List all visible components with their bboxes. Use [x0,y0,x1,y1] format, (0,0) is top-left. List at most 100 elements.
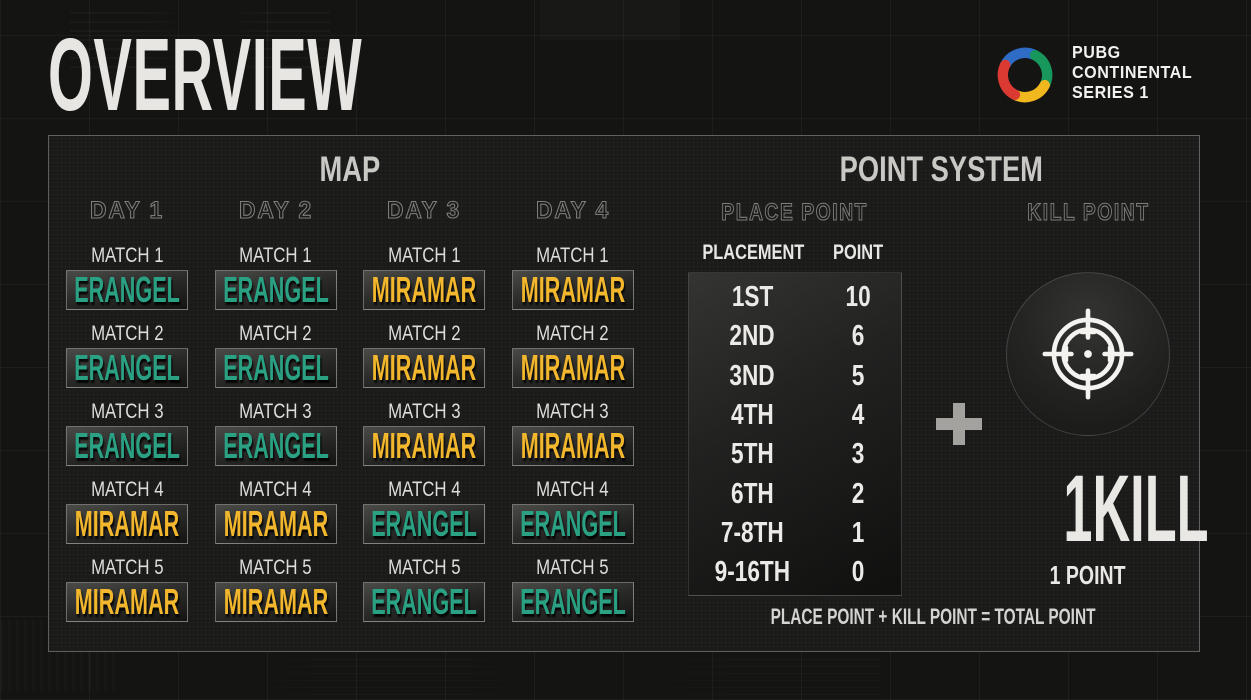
map-days-grid: DAY 1 MATCH 1 ERANGEL MATCH 2 ERANGEL MA… [53,196,648,634]
point-cell: 0 [852,556,865,589]
placement-cell: 3ND [729,359,776,392]
day-label: DAY 2 [238,196,313,224]
match-entry: MATCH 5 ERANGEL [499,556,648,622]
map-badge: ERANGEL [511,503,634,544]
match-label: MATCH 2 [536,322,610,345]
match-entry: MATCH 3 ERANGEL [202,400,351,466]
match-entry: MATCH 4 ERANGEL [350,478,499,544]
map-name: MIRAMAR [372,425,477,466]
map-name: MIRAMAR [520,425,625,466]
map-name: MIRAMAR [372,347,477,388]
glitch-texture [540,0,680,40]
map-badge: ERANGEL [66,269,189,310]
logo-line: CONTINENTAL [1072,62,1193,82]
match-entry: MATCH 4 MIRAMAR [202,478,351,544]
match-entry: MATCH 1 ERANGEL [202,244,351,310]
match-label: MATCH 3 [388,400,461,423]
point-cell: 5 [852,359,865,392]
map-name: ERANGEL [222,425,329,466]
match-label: MATCH 1 [239,244,313,267]
kill-count-label: 1KILL [1063,456,1209,562]
placement-cell: 6TH [731,477,774,510]
main-panel [48,135,1200,652]
match-entry: MATCH 4 MIRAMAR [53,478,202,544]
match-entry: MATCH 3 MIRAMAR [350,400,499,466]
place-point-row: 2ND 6 [689,317,901,356]
match-label: MATCH 1 [388,244,461,267]
map-name: MIRAMAR [520,347,625,388]
match-entry: MATCH 4 ERANGEL [499,478,648,544]
placement-cell: 9-16TH [714,556,791,589]
place-point-row: 5TH 3 [689,435,901,474]
match-label: MATCH 2 [239,322,313,345]
place-point-table: 1ST 10 2ND 6 3ND 5 4TH 4 5TH 3 6TH 2 7-8… [688,272,902,596]
day-column: DAY 2 MATCH 1 ERANGEL MATCH 2 ERANGEL MA… [202,196,351,634]
match-entry: MATCH 1 MIRAMAR [499,244,648,310]
page-title: OVERVIEW [48,17,363,132]
map-name: ERANGEL [371,581,478,622]
point-cell: 3 [852,438,865,471]
map-badge: MIRAMAR [363,347,486,388]
day-column: DAY 1 MATCH 1 ERANGEL MATCH 2 ERANGEL MA… [53,196,202,634]
map-badge: ERANGEL [214,347,337,388]
place-point-column-headers: PLACEMENT POINT [688,241,902,267]
map-name: ERANGEL [74,347,181,388]
map-badge: ERANGEL [66,425,189,466]
match-entry: MATCH 2 MIRAMAR [499,322,648,388]
kill-point-value-label: 1 POINT [1050,560,1126,590]
match-label: MATCH 5 [388,556,461,579]
match-label: MATCH 3 [239,400,313,423]
match-label: MATCH 3 [91,400,164,423]
map-name: MIRAMAR [520,269,625,310]
match-entry: MATCH 5 ERANGEL [350,556,499,622]
place-point-row: 1ST 10 [689,278,901,317]
map-name: ERANGEL [222,269,329,310]
match-label: MATCH 5 [91,556,164,579]
point-column-header: POINT [832,241,884,264]
placement-column-header: PLACEMENT [702,241,805,264]
map-badge: MIRAMAR [511,425,634,466]
map-badge: ERANGEL [511,582,634,622]
match-entry: MATCH 5 MIRAMAR [202,556,351,622]
map-badge: MIRAMAR [66,581,189,622]
map-section-title: MAP [319,150,381,189]
point-system-title: POINT SYSTEM [839,150,1043,189]
pcs-logo-text: PUBG CONTINENTAL SERIES 1 [1072,42,1192,102]
match-entry: MATCH 3 MIRAMAR [499,400,648,466]
place-point-row: 9-16TH 0 [689,553,901,592]
map-badge: ERANGEL [214,425,337,466]
match-label: MATCH 2 [91,322,164,345]
map-badge: ERANGEL [363,581,486,622]
place-point-row: 4TH 4 [689,396,901,435]
placement-cell: 2ND [729,320,776,353]
map-badge: MIRAMAR [214,582,337,622]
map-name: ERANGEL [74,425,181,466]
match-entry: MATCH 2 MIRAMAR [350,322,499,388]
day-matches: MATCH 1 MIRAMAR MATCH 2 MIRAMAR MATCH 3 … [350,244,499,622]
map-badge: ERANGEL [214,269,337,310]
match-label: MATCH 4 [91,478,164,501]
map-name: ERANGEL [222,347,329,388]
place-point-row: 6TH 2 [689,474,901,513]
map-name: ERANGEL [74,269,181,310]
match-label: MATCH 4 [536,478,610,501]
place-point-row: 3ND 5 [689,357,901,396]
match-label: MATCH 1 [536,244,610,267]
crosshair-icon [1042,308,1134,400]
day-column: DAY 3 MATCH 1 MIRAMAR MATCH 2 MIRAMAR MA… [350,196,499,634]
map-badge: MIRAMAR [214,504,337,544]
placement-cell: 1ST [731,281,774,314]
day-matches: MATCH 1 ERANGEL MATCH 2 ERANGEL MATCH 3 … [53,244,202,622]
point-cell: 6 [852,320,865,353]
placement-cell: 7-8TH [720,516,784,549]
match-label: MATCH 4 [388,478,461,501]
map-badge: MIRAMAR [363,425,486,466]
placement-cell: 5TH [731,438,774,471]
kill-point-badge [1006,272,1170,436]
map-badge: MIRAMAR [363,270,486,310]
logo-line: PUBG [1072,42,1121,62]
match-label: MATCH 1 [91,244,164,267]
map-name: ERANGEL [519,503,626,544]
map-name: MIRAMAR [75,581,180,622]
match-label: MATCH 3 [536,400,610,423]
